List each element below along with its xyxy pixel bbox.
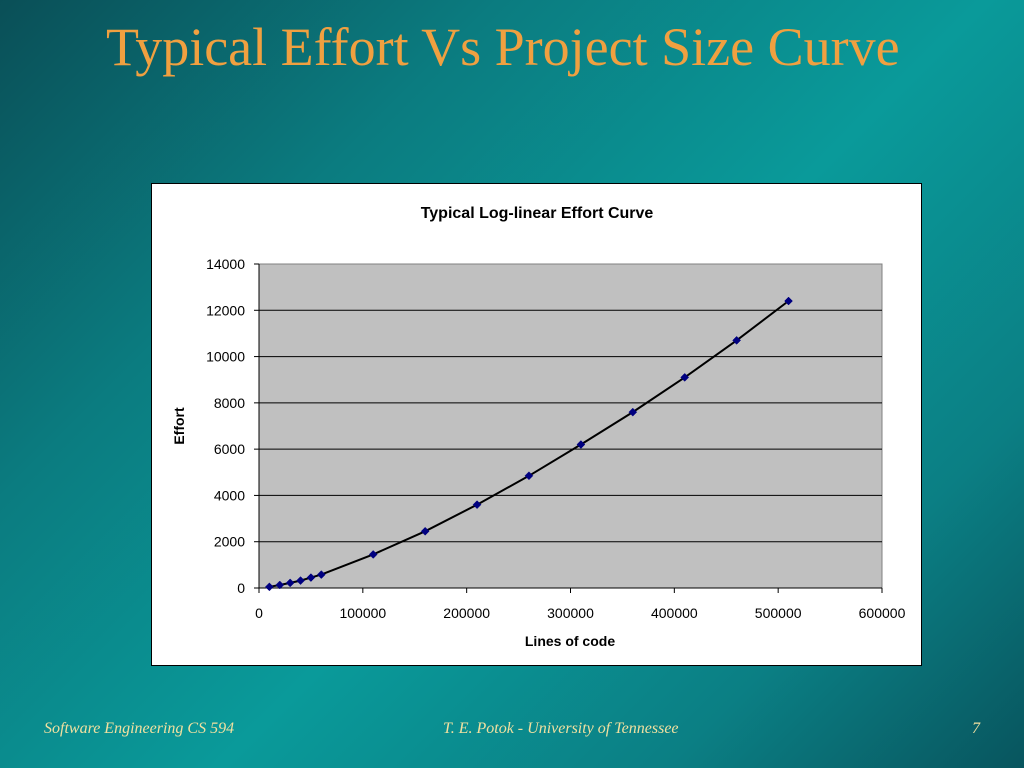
- x-tick-label: 400000: [651, 605, 698, 621]
- data-point: [680, 373, 690, 382]
- axes: [254, 263, 883, 593]
- data-markers: [265, 296, 793, 592]
- data-point: [316, 570, 326, 579]
- footer-course: Software Engineering CS 594: [44, 720, 235, 737]
- tick-labels: 0 2000 4000 6000 8000 10000 12000 14000 0 100000 2…: [206, 256, 906, 621]
- data-point: [368, 550, 378, 559]
- x-tick-label: 600000: [859, 605, 906, 621]
- gridlines: [259, 309, 882, 543]
- data-point: [265, 582, 274, 592]
- y-tick-label: 12000: [206, 302, 245, 318]
- data-point: [420, 526, 430, 536]
- y-tick-label: 0: [237, 580, 245, 596]
- y-tick-label: 14000: [206, 256, 245, 272]
- x-tick-label: 0: [255, 605, 263, 621]
- data-point: [306, 573, 316, 582]
- footer-author: T. E. Potok - University of Tennessee: [443, 720, 679, 737]
- data-point: [784, 296, 793, 306]
- slide-title: Typical Effort Vs Project Size Curve: [106, 17, 900, 77]
- effort-chart: Typical Log-linear Effort Curve 0 2000 400…: [171, 205, 906, 649]
- y-tick-label: 8000: [214, 395, 245, 411]
- data-point: [296, 576, 305, 585]
- data-point: [285, 578, 295, 588]
- data-point: [628, 407, 638, 417]
- y-tick-label: 2000: [214, 534, 245, 550]
- data-point: [732, 336, 741, 345]
- data-point: [524, 471, 534, 481]
- y-axis-label: Effort: [171, 407, 187, 445]
- chart-container: Typical Log-linear Effort Curve 0 2000 400…: [151, 183, 922, 666]
- data-point: [275, 580, 285, 590]
- chart-title: Typical Log-linear Effort Curve: [421, 205, 654, 222]
- x-tick-label: 500000: [755, 605, 802, 621]
- x-tick-label: 100000: [339, 605, 386, 621]
- x-tick-label: 200000: [443, 605, 490, 621]
- data-point: [576, 440, 586, 449]
- plot-area: [258, 263, 883, 589]
- x-tick-label: 300000: [547, 605, 594, 621]
- footer-page-number: 7: [972, 720, 980, 737]
- y-tick-label: 10000: [206, 349, 245, 365]
- y-tick-label: 4000: [214, 487, 245, 503]
- y-tick-label: 6000: [214, 441, 245, 457]
- data-point: [472, 500, 482, 510]
- x-axis-label: Lines of code: [525, 633, 615, 649]
